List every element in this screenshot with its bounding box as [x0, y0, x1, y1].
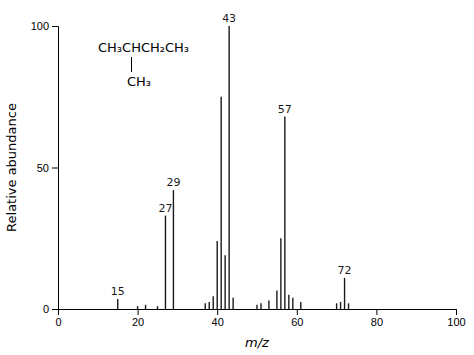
tick: 50 — [37, 162, 58, 174]
tick: 0 — [55, 309, 61, 328]
plot: 0 20 40 60 80 100 0 50 100 15 27 29 43 57 72 CH₃CHCH₂CH… — [31, 12, 466, 328]
peak-label: 57 — [278, 103, 292, 116]
formula: CH₃CHCH₂CH₃ CH₃ — [98, 40, 189, 89]
peak — [145, 305, 146, 309]
tick-label: 100 — [31, 20, 49, 32]
tick: 40 — [212, 309, 224, 328]
tick-mark — [52, 309, 58, 310]
axis-line — [52, 27, 59, 310]
tick-mark — [52, 26, 58, 27]
tick: 100 — [447, 309, 465, 328]
y-axis-title: Relative abundance — [4, 103, 19, 232]
peak — [336, 303, 337, 309]
peak — [292, 298, 293, 309]
tick: 20 — [132, 309, 144, 328]
x-axis: 0 20 40 60 80 100 — [55, 309, 465, 328]
tick: 60 — [291, 309, 303, 328]
tick-mark — [217, 309, 218, 315]
tick-label: 20 — [132, 316, 144, 328]
tick-mark — [52, 168, 58, 169]
peak — [220, 97, 221, 309]
peak-label: 27 — [158, 202, 172, 215]
tick-label: 80 — [371, 316, 383, 328]
tick-label: 0 — [43, 303, 49, 315]
peak — [344, 278, 345, 309]
peak — [288, 295, 289, 309]
peak-label: 72 — [338, 264, 352, 277]
tick-mark — [376, 309, 377, 315]
peak-label: 15 — [111, 285, 125, 298]
peak — [117, 299, 118, 309]
annotation: CH₃CHCH₂CH₃ — [98, 40, 189, 55]
tick-label: 60 — [291, 316, 303, 328]
y-axis: 0 50 100 — [31, 20, 59, 315]
peak — [232, 298, 233, 309]
peak — [268, 301, 269, 309]
peak — [173, 190, 174, 309]
peak — [216, 241, 217, 309]
peak — [157, 306, 158, 309]
peak — [300, 302, 301, 309]
peak — [165, 216, 166, 309]
tick-mark — [138, 309, 139, 315]
peak — [340, 302, 341, 309]
peak — [228, 26, 229, 309]
peak — [256, 305, 257, 309]
peak — [224, 255, 225, 309]
x-axis-title: m/z — [245, 335, 270, 350]
peaks — [118, 26, 349, 309]
peak-label: 29 — [166, 176, 180, 189]
peak — [276, 291, 277, 309]
peak — [213, 296, 214, 309]
peak — [260, 303, 261, 309]
tick-label: 100 — [447, 316, 465, 328]
chart: 0 20 40 60 80 100 0 50 100 15 27 29 43 57 72 CH₃CHCH₂CH… — [0, 0, 474, 355]
tick: 0 — [43, 303, 58, 315]
peak — [348, 303, 349, 309]
tick-label: 40 — [212, 316, 224, 328]
tick: 80 — [371, 309, 383, 328]
peak — [205, 303, 206, 309]
annotation: CH₃ — [127, 74, 151, 89]
peak — [209, 302, 210, 309]
peak-label: 43 — [222, 12, 236, 25]
bond — [131, 57, 132, 72]
tick-mark — [297, 309, 298, 315]
axis-line — [59, 310, 457, 316]
tick-label: 50 — [37, 162, 49, 174]
tick-mark — [456, 309, 457, 315]
peak — [280, 238, 281, 309]
peak — [137, 306, 138, 309]
peak — [284, 117, 285, 309]
tick: 100 — [31, 20, 58, 32]
tick-label: 0 — [55, 316, 61, 328]
